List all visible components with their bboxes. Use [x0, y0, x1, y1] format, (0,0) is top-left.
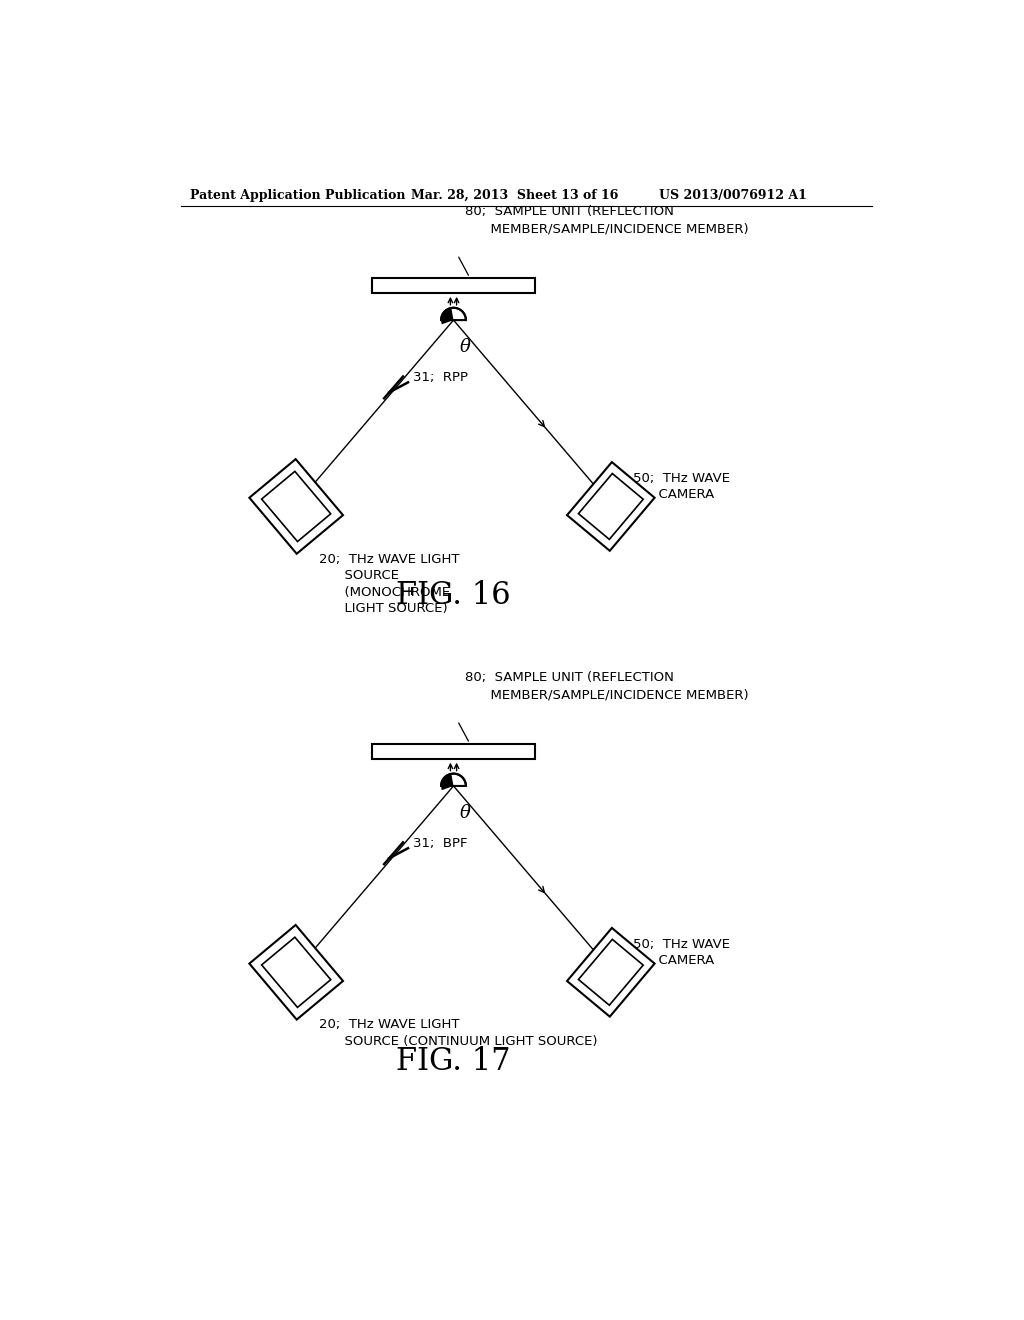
Polygon shape: [567, 928, 654, 1016]
Text: θ: θ: [460, 804, 471, 822]
Text: 50;  THz WAVE
      CAMERA: 50; THz WAVE CAMERA: [633, 937, 729, 968]
Polygon shape: [250, 925, 343, 1019]
Text: Mar. 28, 2013  Sheet 13 of 16: Mar. 28, 2013 Sheet 13 of 16: [411, 189, 618, 202]
Bar: [372, 277, 535, 293]
Polygon shape: [579, 474, 643, 540]
Wedge shape: [441, 308, 466, 321]
Text: θ: θ: [460, 338, 471, 356]
Polygon shape: [567, 462, 654, 550]
Text: 20;  THz WAVE LIGHT
      SOURCE (CONTINUUM LIGHT SOURCE): 20; THz WAVE LIGHT SOURCE (CONTINUUM LIG…: [319, 1019, 598, 1048]
Polygon shape: [579, 940, 643, 1006]
Text: FIG. 16: FIG. 16: [396, 581, 511, 611]
Bar: [372, 743, 535, 759]
Text: 20;  THz WAVE LIGHT
      SOURCE
      (MONOCHROME
      LIGHT SOURCE): 20; THz WAVE LIGHT SOURCE (MONOCHROME LI…: [319, 553, 460, 615]
Wedge shape: [441, 774, 454, 791]
Text: 80;  SAMPLE UNIT (REFLECTION
      MEMBER/SAMPLE/INCIDENCE MEMBER): 80; SAMPLE UNIT (REFLECTION MEMBER/SAMPL…: [465, 206, 749, 235]
Text: FIG. 17: FIG. 17: [396, 1047, 511, 1077]
Text: US 2013/0076912 A1: US 2013/0076912 A1: [658, 189, 807, 202]
Text: 31;  RPP: 31; RPP: [413, 371, 468, 384]
Polygon shape: [261, 471, 331, 541]
Text: 50;  THz WAVE
      CAMERA: 50; THz WAVE CAMERA: [633, 471, 729, 502]
Text: Patent Application Publication: Patent Application Publication: [190, 189, 406, 202]
Wedge shape: [441, 308, 454, 325]
Polygon shape: [250, 459, 343, 554]
Polygon shape: [261, 937, 331, 1007]
Wedge shape: [441, 774, 466, 785]
Text: 31;  BPF: 31; BPF: [413, 837, 468, 850]
Text: 80;  SAMPLE UNIT (REFLECTION
      MEMBER/SAMPLE/INCIDENCE MEMBER): 80; SAMPLE UNIT (REFLECTION MEMBER/SAMPL…: [465, 672, 749, 701]
